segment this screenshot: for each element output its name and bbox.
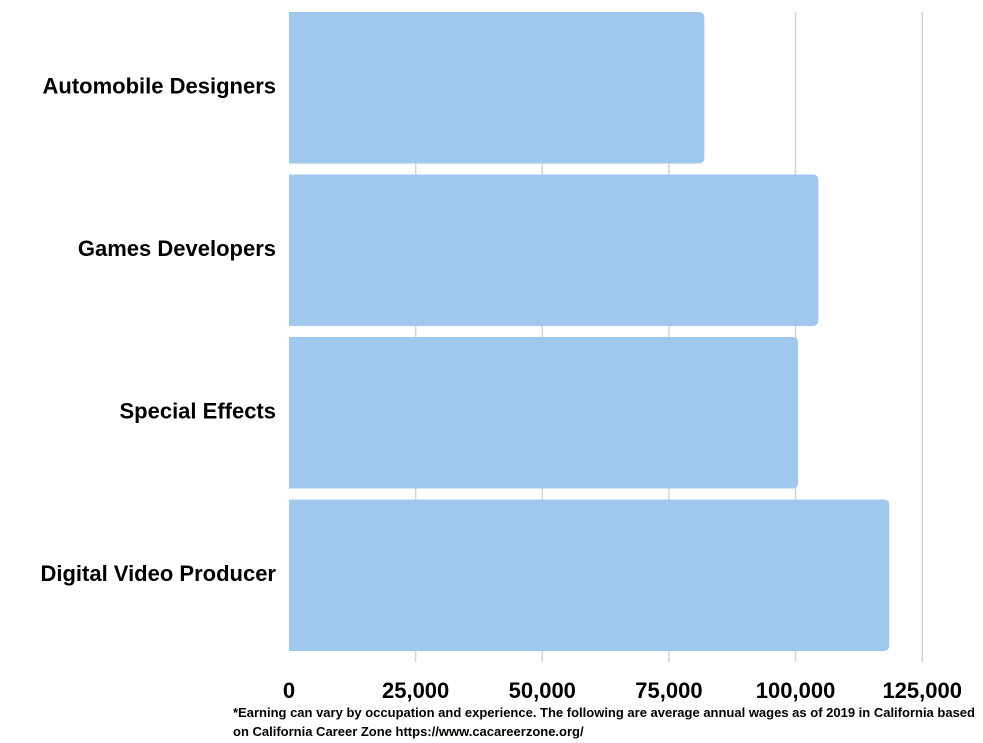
bars [289, 12, 890, 651]
bar [289, 12, 705, 164]
bar [289, 174, 819, 326]
bar [289, 337, 799, 489]
category-label: Games Developers [78, 236, 276, 261]
category-label: Automobile Designers [43, 74, 276, 99]
footnote: *Earning can vary by occupation and expe… [233, 705, 975, 739]
x-tick-label: 50,000 [509, 678, 576, 703]
x-tick-labels: 0 25,000 50,000 75,000 100,000 125,000 [283, 678, 962, 703]
x-tick-label: 75,000 [635, 678, 702, 703]
x-tick-label: 25,000 [382, 678, 449, 703]
category-label: Special Effects [119, 399, 276, 424]
x-tick-label: 0 [283, 678, 295, 703]
x-tick-label: 125,000 [882, 678, 962, 703]
bar [289, 499, 890, 651]
category-labels: Automobile Designers Games Developers Spec… [40, 74, 276, 587]
x-tick-label: 100,000 [756, 678, 836, 703]
category-label: Digital Video Producer [40, 561, 276, 586]
